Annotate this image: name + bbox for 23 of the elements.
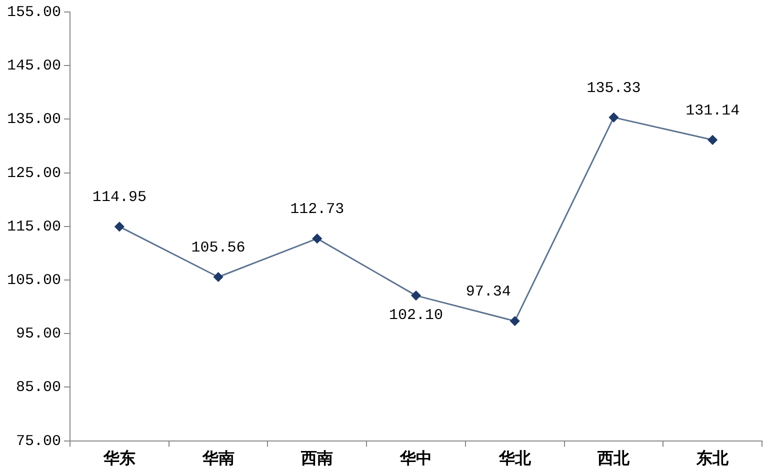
- y-tick-label: 155.00: [6, 4, 62, 21]
- text: 105.56: [191, 239, 246, 256]
- y-tick-label: 75.00: [16, 432, 62, 450]
- text: 112.73: [290, 201, 344, 218]
- x-tick-label: 西南: [300, 448, 334, 468]
- x-tick-label: 华南: [201, 448, 234, 468]
- y-tick-label: 135.00: [6, 111, 62, 128]
- text: 135.33: [586, 80, 641, 97]
- x-tick-label: 东北: [696, 448, 730, 468]
- text: 97.34: [466, 284, 511, 301]
- y-tick-label: 145.00: [6, 58, 62, 75]
- y-tick-label: 85.00: [16, 379, 62, 396]
- y-tick-label: 95.00: [16, 326, 62, 343]
- x-tick-label: 华北: [498, 448, 532, 468]
- x-tick-label: 西北: [596, 448, 631, 468]
- text: 102.10: [388, 307, 444, 324]
- y-tick-label: 115.00: [6, 218, 62, 236]
- text: 114.95: [92, 189, 146, 206]
- y-tick-label: 105.00: [6, 272, 62, 289]
- text: 131.14: [686, 102, 740, 120]
- y-tick-label: 125.00: [6, 164, 62, 182]
- x-tick-label: 华中: [399, 448, 432, 468]
- x-tick-label: 华东: [102, 448, 136, 468]
